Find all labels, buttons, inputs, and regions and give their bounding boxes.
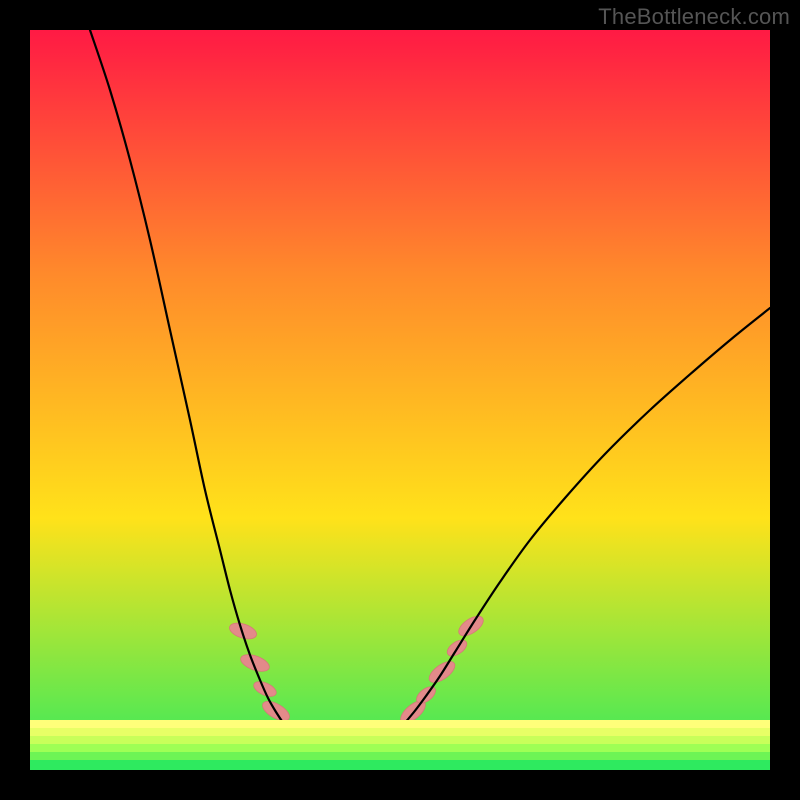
bottom-band — [30, 744, 770, 752]
bottom-band — [30, 720, 770, 728]
plot-area — [30, 30, 770, 770]
bottom-band — [30, 760, 770, 770]
bottom-bands — [30, 720, 770, 770]
chart-stage: TheBottleneck.com — [0, 0, 800, 800]
bottleneck-curve — [90, 30, 770, 759]
bottom-band — [30, 736, 770, 744]
watermark-text: TheBottleneck.com — [598, 4, 790, 30]
bottom-band — [30, 728, 770, 736]
plot-svg — [30, 30, 770, 770]
bottom-band — [30, 752, 770, 760]
bead — [239, 651, 272, 674]
